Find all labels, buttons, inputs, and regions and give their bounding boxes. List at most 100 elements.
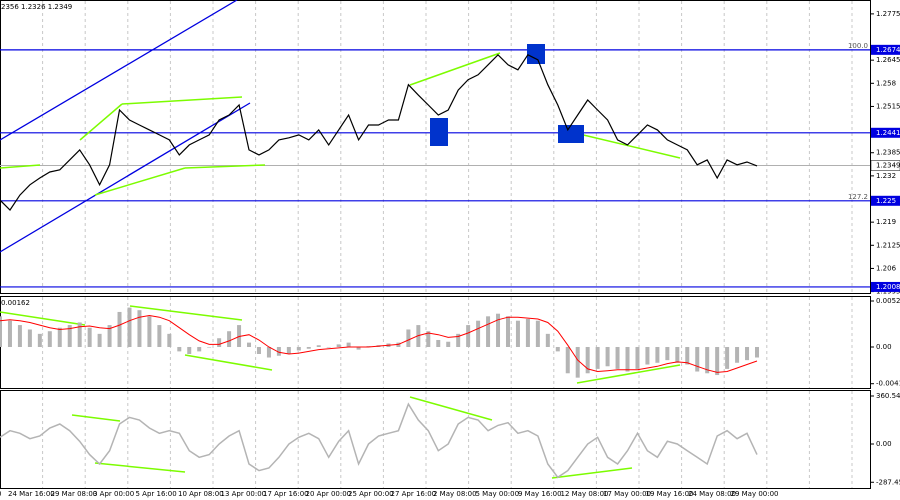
y-tick-label: -287.457 <box>876 478 900 486</box>
x-tick-label: 24 Mar 16:00 <box>8 490 55 498</box>
histogram-bar <box>276 346 281 356</box>
histogram-bar <box>147 316 152 347</box>
signal-box <box>527 44 545 64</box>
signal-box <box>558 125 584 143</box>
histogram-bar <box>595 346 600 369</box>
histogram-bar <box>0 316 2 347</box>
histogram-bar <box>635 346 640 369</box>
x-tick-label: 13 Apr 00:00 <box>221 490 267 498</box>
histogram-bar <box>47 331 52 347</box>
level-box <box>871 44 900 55</box>
histogram-bar <box>585 346 590 374</box>
divergence-line <box>94 167 186 196</box>
histogram-bar <box>695 346 700 372</box>
histogram-bar <box>535 320 540 347</box>
histogram-bar <box>615 346 620 369</box>
current-price-label: 1.2349 <box>876 162 900 170</box>
histogram-bar <box>217 338 222 347</box>
histogram-bar <box>486 316 491 347</box>
histogram-bar <box>555 346 560 352</box>
divergence-line <box>551 467 633 479</box>
histogram-bar <box>17 325 22 347</box>
divergence-line <box>409 396 493 421</box>
histogram-bar <box>187 346 192 355</box>
signal-line <box>0 314 758 373</box>
y-tick-label: 1.206 <box>876 264 897 272</box>
histogram-bar <box>197 346 202 352</box>
histogram-bar <box>665 346 670 361</box>
histogram-bar <box>575 346 580 378</box>
y-tick-label: 0.00 <box>876 343 892 351</box>
y-tick-label: 0.00 <box>876 440 892 448</box>
histogram-bar <box>77 322 82 347</box>
histogram-bar <box>605 346 610 367</box>
histogram-bar <box>177 346 182 352</box>
x-tick-label: 29 May 00:00 <box>731 490 779 498</box>
x-tick-label: 17 May 00:00 <box>603 490 651 498</box>
x-tick-label: 0 <box>0 490 1 498</box>
x-tick-label: 29 Mar 08:00 <box>51 490 98 498</box>
histogram-bar <box>705 346 710 374</box>
histogram-bar <box>306 346 311 349</box>
histogram-bar <box>725 346 730 369</box>
x-tick-label: 12 May 08:00 <box>561 490 609 498</box>
current-price-box <box>870 160 900 171</box>
histogram-bar <box>326 346 331 348</box>
histogram-bar <box>207 346 212 348</box>
divergence-line <box>79 103 123 141</box>
indicator-header: 2356 1.2326 1.2349 <box>1 3 72 11</box>
panel-frame <box>0 0 871 294</box>
histogram-bar <box>466 325 471 347</box>
level-box <box>871 127 900 138</box>
histogram-bar <box>675 346 680 363</box>
histogram-bar <box>446 341 451 347</box>
y-tick-label: 1.2775 <box>876 10 900 18</box>
x-tick-label: 25 Apr 00:00 <box>348 490 394 498</box>
x-tick-label: 2 May 08:00 <box>433 490 477 498</box>
x-tick-label: 10 Apr 08:00 <box>178 490 224 498</box>
y-tick-label: 1.2645 <box>876 56 900 64</box>
histogram-bar <box>37 333 42 347</box>
indicator-header: 0.00162 <box>1 299 30 307</box>
level-note: 127.2 <box>848 193 868 201</box>
histogram-bar <box>755 346 759 358</box>
x-tick-label: 24 May 08:00 <box>688 490 736 498</box>
divergence-line <box>121 96 243 105</box>
divergence-line <box>184 354 273 371</box>
y-tick-label: 360.5402 <box>876 392 900 400</box>
divergence-line <box>0 311 86 326</box>
channel-line <box>0 0 238 141</box>
level-note: 100.0 <box>848 42 868 50</box>
histogram-bar <box>67 325 72 347</box>
y-tick-label: 1.258 <box>876 79 896 87</box>
histogram-bar <box>346 342 351 347</box>
histogram-bar <box>545 333 550 347</box>
histogram-bar <box>107 325 112 347</box>
histogram-bar <box>27 329 32 347</box>
x-tick-label: 5 May 00:00 <box>476 490 520 498</box>
histogram-bar <box>117 311 122 347</box>
histogram-bar <box>247 342 252 347</box>
histogram-bar <box>525 318 530 347</box>
histogram-bar <box>7 320 12 347</box>
x-tick-label: 9 May 16:00 <box>518 490 562 498</box>
histogram-bar <box>266 346 271 358</box>
y-tick-label: 1.2515 <box>876 102 900 110</box>
price-line <box>0 53 758 211</box>
signal-box <box>430 118 448 146</box>
histogram-bar <box>137 310 142 347</box>
divergence-line <box>0 164 41 169</box>
histogram-bar <box>456 333 461 347</box>
y-tick-label: -0.00419 <box>876 380 900 388</box>
histogram-bar <box>505 316 510 347</box>
histogram-bar <box>515 320 520 347</box>
y-tick-label: 1.219 <box>876 218 896 226</box>
histogram-bar <box>745 346 750 361</box>
channel-line <box>0 102 251 253</box>
divergence-line <box>576 364 681 384</box>
level-label: 1.2674 <box>876 46 900 54</box>
x-tick-label: 5 Apr 16:00 <box>136 490 177 498</box>
histogram-bar <box>286 346 291 355</box>
histogram-bar <box>296 346 301 351</box>
y-tick-label: 0.00525 <box>876 297 900 305</box>
